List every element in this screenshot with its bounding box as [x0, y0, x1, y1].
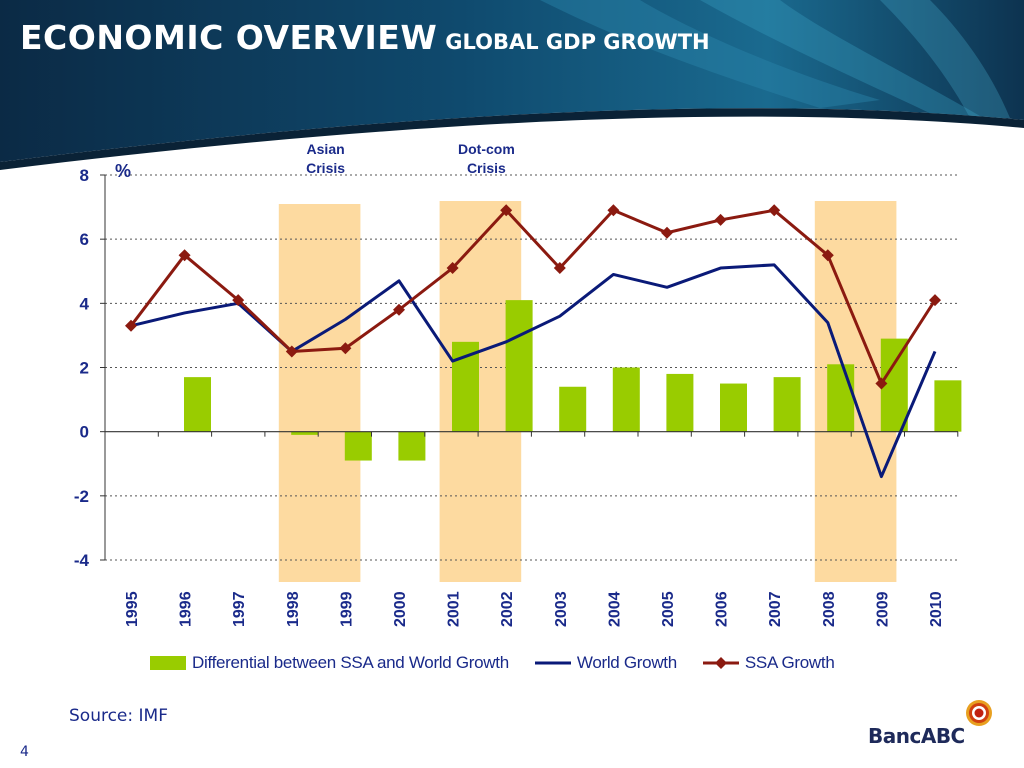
y-tick-label: 0 — [80, 423, 89, 442]
logo-ring-icon — [966, 700, 992, 726]
axis-labels: -4 -2 0 2 4 6 8 1995 1996 1997 1998 1999 2000 2001 200… — [74, 161, 945, 627]
x-tick-label: 2002 — [499, 591, 516, 627]
legend-label-world: World Growth — [576, 653, 677, 672]
x-tick-label: 1998 — [285, 591, 302, 627]
title-main: ECONOMIC OVERVIEW — [20, 18, 438, 57]
title-subtitle: GLOBAL GDP GROWTH — [445, 30, 710, 54]
crisis-label: Asian — [307, 141, 345, 157]
ssa-growth-point — [929, 294, 941, 307]
x-tick-label: 2007 — [767, 591, 784, 627]
crisis-label: Crisis — [306, 160, 345, 176]
x-tick-label: 2005 — [660, 591, 677, 627]
header-banner — [0, 0, 1024, 170]
x-tick-label: 1999 — [338, 591, 355, 627]
differential-bar — [291, 431, 319, 435]
legend-swatch-world-line — [534, 661, 571, 665]
x-tick-label: 1995 — [124, 591, 141, 627]
differential-bar — [505, 300, 533, 432]
x-tick-label: 2000 — [392, 591, 409, 627]
y-tick-label: 6 — [80, 230, 89, 249]
ssa-growth-point — [285, 345, 298, 358]
ssa-growth-point — [393, 303, 405, 316]
gdp-growth-chart: -4 -2 0 2 4 6 8 1995 1996 1997 1998 1999 2000 2001 200… — [74, 141, 962, 627]
ssa-growth-point — [232, 294, 245, 307]
ssa-growth-point — [768, 204, 781, 217]
differential-bar — [720, 383, 747, 432]
crisis-label: Dot-com — [458, 141, 515, 157]
differential-bar — [666, 373, 694, 432]
ssa-growth-point — [178, 249, 191, 262]
x-tick-label: 2003 — [553, 591, 570, 627]
x-tick-label: 2009 — [874, 591, 891, 627]
differential-bar — [612, 367, 640, 432]
x-tick-label: 1996 — [178, 591, 195, 627]
differential-bar — [344, 431, 372, 461]
legend-item-ssa: SSA Growth — [702, 653, 835, 673]
world-growth-line — [130, 263, 937, 479]
source-note: Source: IMF — [69, 706, 168, 726]
ssa-growth-point — [125, 319, 137, 332]
y-tick-label: 4 — [80, 294, 90, 313]
crisis-bands — [278, 201, 897, 582]
ssa-growth-point — [553, 262, 566, 275]
ssa-growth-point — [661, 226, 673, 239]
logo-text: BancABC — [868, 724, 965, 748]
x-tick-label: 1997 — [231, 591, 248, 627]
ssa-growth-point — [714, 213, 727, 226]
ssa-growth-point — [446, 262, 459, 275]
differential-bar — [559, 386, 587, 432]
differential-bars — [184, 300, 962, 461]
differential-bar — [398, 431, 426, 461]
differential-bar — [184, 377, 211, 432]
crisis-label: Crisis — [467, 160, 506, 176]
differential-bar — [934, 380, 962, 432]
growth-lines — [125, 204, 941, 479]
bancabc-logo: BancABC — [868, 698, 998, 750]
ssa-growth-point — [821, 249, 834, 262]
page-title: ECONOMIC OVERVIEW GLOBAL GDP GROWTH — [20, 18, 710, 57]
legend-label-ssa: SSA Growth — [744, 653, 835, 672]
crisis-annotations: Asian Crisis Dot-com Crisis — [306, 141, 515, 176]
x-tick-label: 2001 — [446, 591, 463, 627]
ssa-growth-point — [607, 204, 620, 217]
page-number: 4 — [20, 744, 29, 760]
differential-bar — [773, 377, 801, 432]
x-tick-label: 2006 — [714, 591, 731, 627]
y-axis-label: % — [115, 161, 131, 181]
x-tick-label: 2010 — [928, 591, 945, 627]
ssa-growth-point — [875, 377, 888, 390]
legend-label-differential: Differential between SSA and World Growt… — [192, 653, 509, 672]
differential-bar — [827, 364, 855, 432]
legend-item-world: World Growth — [534, 653, 677, 673]
ssa-growth-point — [339, 342, 352, 355]
crisis-band — [278, 204, 361, 582]
legend-swatch-bar — [150, 656, 186, 670]
x-tick-label: 2008 — [821, 591, 838, 627]
y-tick-label: 2 — [80, 359, 89, 378]
y-tick-label: 8 — [80, 166, 89, 185]
legend-item-differential: Differential between SSA and World Growt… — [150, 653, 509, 673]
ssa-growth-line — [129, 208, 937, 386]
y-tick-label: -2 — [74, 487, 89, 506]
axes — [100, 174, 959, 561]
legend-swatch-ssa-line — [702, 657, 739, 669]
chart-legend: Differential between SSA and World Growt… — [150, 650, 861, 676]
y-tick-label: -4 — [74, 551, 90, 570]
x-tick-label: 2004 — [606, 591, 623, 627]
ssa-growth-point — [500, 204, 513, 217]
